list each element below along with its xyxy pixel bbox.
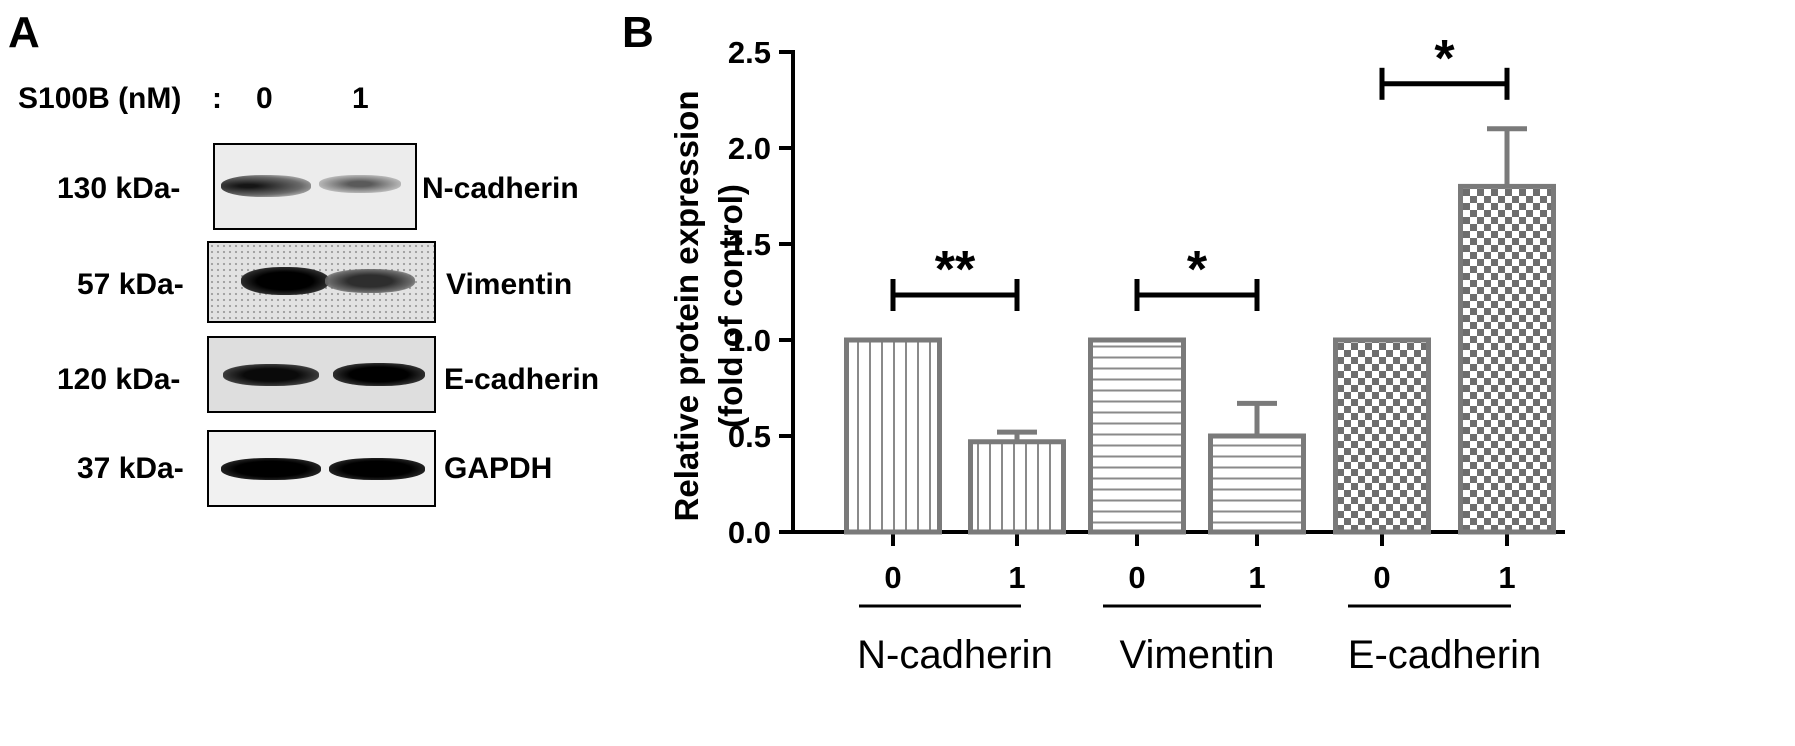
blot-marker: 130 kDa- xyxy=(57,172,181,205)
treatment-separator: : xyxy=(212,82,222,115)
y-tick-label: 2.5 xyxy=(728,35,771,70)
group-label: E-cadherin xyxy=(1348,633,1541,677)
bar xyxy=(968,439,1066,535)
panel-b-letter: B xyxy=(622,8,654,57)
blot-marker: 37 kDa- xyxy=(77,452,184,485)
y-tick-label: 1.0 xyxy=(728,323,771,358)
x-tick-label: 1 xyxy=(1008,560,1025,595)
x-tick-label: 0 xyxy=(884,560,901,595)
x-tick-label: 0 xyxy=(1373,560,1390,595)
bar xyxy=(844,337,942,535)
panel-a-letter: A xyxy=(8,8,40,57)
significance-label: * xyxy=(1187,241,1208,299)
x-tick-label: 1 xyxy=(1248,560,1265,595)
bar xyxy=(1333,337,1431,535)
blot-protein: GAPDH xyxy=(444,452,553,485)
lane-label-1: 1 xyxy=(352,82,369,115)
y-axis-label-line2: (fold of control) xyxy=(712,184,749,428)
bar xyxy=(1088,337,1186,535)
treatment-label: S100B (nM) xyxy=(18,82,182,115)
blot-protein: Vimentin xyxy=(446,268,573,301)
blot-protein: E-cadherin xyxy=(444,363,600,396)
y-tick-label: 1.5 xyxy=(728,227,771,262)
blot-marker: 57 kDa- xyxy=(77,268,184,301)
blot-image-e-cadherin xyxy=(207,336,436,413)
bar xyxy=(1208,433,1306,535)
lane-label-0: 0 xyxy=(256,82,273,115)
x-tick-label: 1 xyxy=(1498,560,1515,595)
y-tick-label: 0.5 xyxy=(728,419,771,454)
blot-image-vimentin xyxy=(207,241,436,323)
group-label: Vimentin xyxy=(1120,633,1275,677)
blot-image-gapdh xyxy=(207,430,436,507)
significance-label: * xyxy=(1434,30,1455,88)
blot-protein: N-cadherin xyxy=(422,172,579,205)
blot-image-n-cadherin xyxy=(213,143,417,230)
y-tick-label: 2.0 xyxy=(728,131,771,166)
bar xyxy=(1458,183,1556,535)
y-tick-label: 0.0 xyxy=(728,515,771,550)
x-tick-label: 0 xyxy=(1128,560,1145,595)
blot-marker: 120 kDa- xyxy=(57,363,181,396)
significance-label: ** xyxy=(935,241,976,299)
y-axis-label-line1: Relative protein expression xyxy=(668,91,705,522)
group-label: N-cadherin xyxy=(857,633,1053,677)
